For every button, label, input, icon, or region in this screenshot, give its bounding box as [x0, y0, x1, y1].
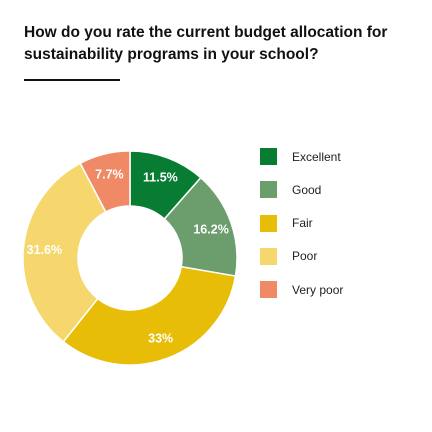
slice-label-very-poor: 7.7% [95, 168, 124, 182]
slice-label-good: 16.2% [193, 222, 228, 236]
slice-labels: 11.5% 16.2% 33% 31.6% 7.7% [27, 168, 229, 346]
slice-fair [62, 265, 237, 366]
slice-label-fair: 33% [148, 331, 173, 345]
legend-swatch [260, 181, 277, 199]
legend-label: Excellent [292, 149, 341, 164]
legend-swatch [260, 148, 277, 166]
legend-item-excellent: Excellent [260, 140, 343, 173]
legend-label: Fair [292, 216, 313, 231]
slice-poor [22, 162, 107, 343]
legend-swatch [260, 281, 277, 299]
slice-label-poor: 31.6% [27, 243, 62, 257]
slice-very-poor [79, 150, 131, 213]
chart-title: How do you rate the current budget alloc… [24, 24, 388, 63]
legend-label: Poor [292, 249, 318, 264]
legend-item-very-poor: Very poor [260, 273, 343, 306]
title-underline [24, 79, 120, 81]
legend-item-good: Good [260, 173, 343, 206]
legend-swatch [260, 247, 277, 265]
legend-item-fair: Fair [260, 207, 343, 240]
legend-item-poor: Poor [260, 240, 343, 273]
slice-label-excellent: 11.5% [143, 171, 178, 185]
chart-legend: Excellent Good Fair Poor Very poor [260, 140, 343, 306]
legend-label: Very poor [292, 282, 344, 297]
donut-slices [22, 150, 238, 366]
legend-swatch [260, 214, 277, 232]
legend-label: Good [292, 182, 322, 197]
